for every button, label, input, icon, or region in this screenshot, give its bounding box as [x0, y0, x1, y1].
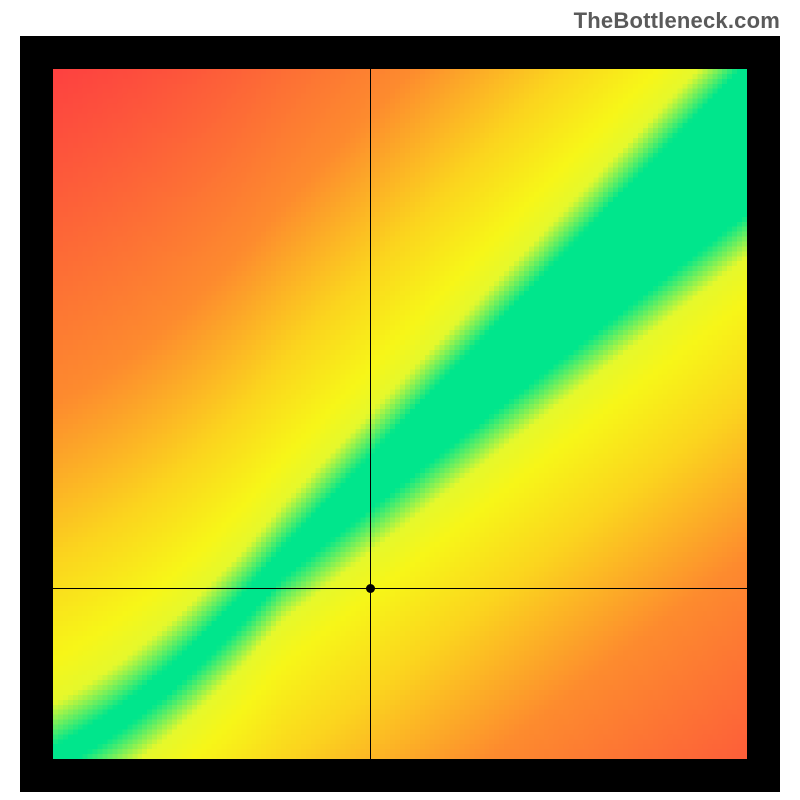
marker-dot [366, 584, 375, 593]
crosshair-horizontal [53, 588, 747, 589]
heatmap-canvas [53, 69, 747, 759]
watermark-text: TheBottleneck.com [574, 8, 780, 34]
plot-frame [20, 36, 780, 792]
crosshair-vertical [370, 69, 371, 759]
